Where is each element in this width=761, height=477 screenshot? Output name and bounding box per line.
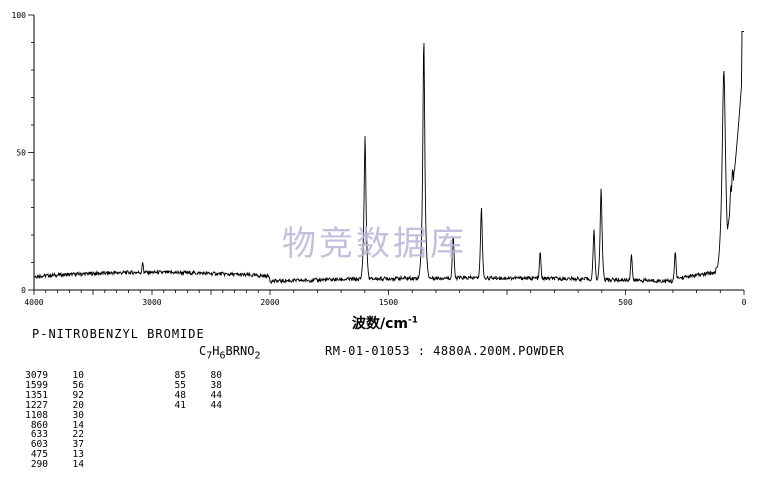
watermark-text: 物竞数据库 — [282, 224, 467, 264]
peak-wavenumber: 1351 — [25, 389, 48, 401]
peak-row: 475 13 — [0, 450, 84, 460]
x-tick-label: 500 — [618, 298, 633, 307]
peak-wavenumber: 860 — [30, 419, 48, 431]
formula-part: BRNO — [225, 344, 255, 358]
peak-intensity: 20 — [72, 399, 84, 411]
peak-wavenumber: 1599 — [25, 379, 48, 391]
molecular-formula: C7H6BRNO2 — [199, 344, 260, 361]
peak-intensity: 13 — [72, 449, 84, 461]
peak-table-right: 85 80 55 38 48 44 41 44 — [138, 371, 222, 411]
peak-row: 48 44 — [138, 389, 222, 401]
peak-wavenumber: 1108 — [25, 409, 48, 421]
peak-wavenumber: 633 — [30, 429, 48, 441]
peak-wavenumber: 290 — [30, 459, 48, 471]
peak-intensity: 80 — [210, 370, 222, 381]
compound-name: P-NITROBENZYL BROMIDE — [32, 327, 205, 341]
x-axis-label-main: 波数/cm — [352, 316, 408, 332]
peak-wavenumber: 603 — [30, 439, 48, 451]
formula-part: C — [199, 344, 207, 358]
peak-intensity: 44 — [210, 399, 222, 411]
peak-row: 55 38 — [138, 381, 222, 391]
formula-part: H — [212, 344, 220, 358]
peak-wavenumber: 475 — [30, 449, 48, 461]
peak-wavenumber: 48 — [174, 389, 186, 401]
peak-row: 3079 10 — [0, 371, 84, 381]
peak-row: 1599 56 — [0, 381, 84, 391]
peak-row: 41 44 — [138, 399, 222, 411]
peak-intensity: 38 — [210, 379, 222, 391]
chart-tick-labels: 0 50 100 4000 3000 2000 1500 500 0 — [12, 11, 747, 307]
peak-row: 860 14 — [0, 419, 84, 431]
peak-row: 603 37 — [0, 440, 84, 450]
peak-row: 1227 20 — [0, 399, 84, 411]
x-tick-label: 3000 — [142, 298, 161, 307]
formula-subscript: 2 — [254, 350, 261, 362]
peak-wavenumber: 1227 — [25, 399, 48, 411]
spectrum-line — [33, 31, 744, 285]
peak-row: 1351 92 — [0, 389, 84, 401]
peak-wavenumber: 85 — [174, 370, 186, 381]
x-axis-label: 波数/cm-1 — [352, 313, 418, 333]
x-tick-label: 0 — [742, 298, 747, 307]
peak-intensity: 37 — [72, 439, 84, 451]
peak-row: 633 22 — [0, 430, 84, 440]
peak-row: 1108 30 — [0, 409, 84, 421]
peak-intensity: 10 — [72, 370, 84, 381]
peak-row: 85 80 — [138, 371, 222, 381]
peak-intensity: 14 — [72, 459, 84, 471]
y-tick-label: 100 — [12, 11, 27, 20]
peak-wavenumber: 55 — [174, 379, 186, 391]
peak-intensity: 14 — [72, 419, 84, 431]
y-tick-label: 50 — [16, 149, 26, 158]
peak-intensity: 92 — [72, 389, 84, 401]
x-tick-label: 4000 — [24, 298, 43, 307]
peak-intensity: 30 — [72, 409, 84, 421]
chart-ticks — [28, 14, 745, 295]
x-axis-label-exponent: -1 — [408, 315, 418, 326]
peak-intensity: 22 — [72, 429, 84, 441]
peak-table-left: 3079 10 1599 56 1351 92 1227 20 1108 30 860 14 633 22… — [0, 371, 84, 470]
peak-row: 290 14 — [0, 460, 84, 470]
peak-intensity: 44 — [210, 389, 222, 401]
spectrum-chart: 0 50 100 4000 3000 2000 1500 500 0 — [12, 11, 747, 307]
peak-wavenumber: 3079 — [25, 370, 48, 381]
x-tick-label: 1500 — [379, 298, 398, 307]
y-tick-label: 0 — [21, 286, 26, 295]
peak-wavenumber: 41 — [174, 399, 186, 411]
spectrum-meta: RM-01-01053 : 4880A.200M.POWDER — [325, 344, 565, 358]
formula-subscript: 7 — [206, 350, 213, 362]
peak-intensity: 56 — [72, 379, 84, 391]
formula-subscript: 6 — [219, 350, 226, 362]
x-tick-label: 2000 — [260, 298, 279, 307]
